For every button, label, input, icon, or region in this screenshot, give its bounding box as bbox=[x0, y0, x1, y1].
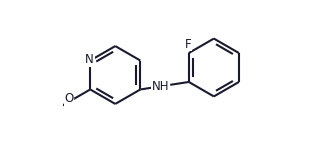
Text: NH: NH bbox=[152, 80, 169, 93]
Text: F: F bbox=[184, 38, 191, 51]
Text: N: N bbox=[85, 53, 94, 66]
Text: O: O bbox=[64, 92, 73, 105]
